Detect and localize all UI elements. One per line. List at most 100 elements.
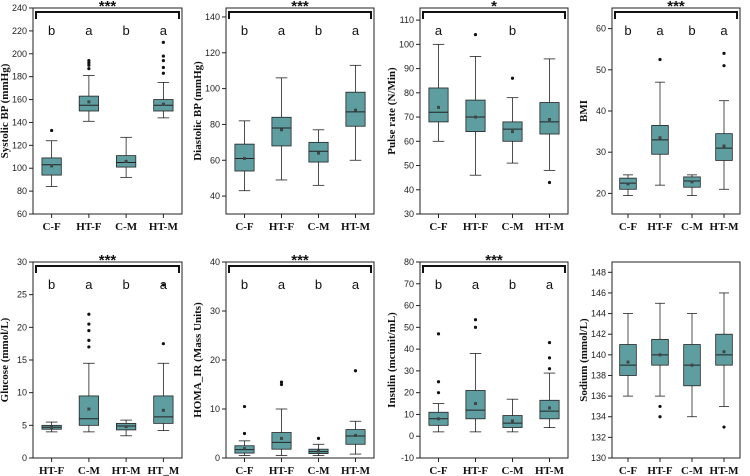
outlier-point xyxy=(436,391,441,395)
outlier-point xyxy=(87,312,91,316)
category-label: HT-F xyxy=(647,465,673,476)
y-tick-label: 100 xyxy=(205,84,220,94)
box-HT-F: a xyxy=(651,23,669,186)
y-tick-label: 40 xyxy=(404,185,414,195)
plot-frame xyxy=(611,261,741,459)
outlier-point xyxy=(87,59,91,63)
mean-marker xyxy=(548,406,551,410)
significance-bracket xyxy=(422,265,566,273)
y-tick-label: 144 xyxy=(591,309,606,319)
category-label: HT-M xyxy=(341,221,371,233)
y-tick-label: 0 xyxy=(22,453,27,463)
box-HT-F: a xyxy=(271,23,292,181)
mean-marker xyxy=(511,130,514,134)
outlier-point xyxy=(161,71,165,75)
significance-label: *** xyxy=(485,252,503,269)
category-label: C-M xyxy=(502,465,525,476)
y-tick-label: 10 xyxy=(210,404,220,414)
category-label: C-M xyxy=(78,465,101,476)
y-tick-label: 40 xyxy=(596,106,606,116)
panel-7: -10 0 10 20 30 40 50 60 70 80 Insulin (mcunit/mL) C… xyxy=(386,252,569,476)
y-tick-label: 148 xyxy=(591,267,606,277)
plot-frame xyxy=(419,7,569,215)
mean-marker xyxy=(87,100,91,104)
box-HT-F: a xyxy=(465,277,486,433)
box-body xyxy=(78,395,99,426)
y-tick-label: 0 xyxy=(215,453,220,463)
y-tick-label: 20 xyxy=(210,355,220,365)
group-letter: b xyxy=(688,23,695,38)
category-label: HT-F xyxy=(76,221,102,233)
mean-marker xyxy=(317,151,320,155)
y-tick-label: 20 xyxy=(17,322,27,332)
outlier-point xyxy=(473,325,478,329)
outlier-point xyxy=(547,340,552,345)
significance-label: *** xyxy=(99,0,117,15)
y-tick-label: 60 xyxy=(596,24,606,34)
group-letter: b xyxy=(315,23,322,38)
mean-marker xyxy=(50,164,54,168)
mean-marker xyxy=(124,425,128,429)
outlier-point xyxy=(87,67,91,71)
outlier-point xyxy=(87,63,91,67)
mean-marker xyxy=(161,408,165,412)
group-letter: a xyxy=(656,23,664,38)
category-label: HT-F xyxy=(647,221,673,233)
category-label: HT-M xyxy=(710,221,740,233)
group-letter: a xyxy=(160,23,168,38)
outlier-point xyxy=(161,54,165,58)
y-axis-label: Pulse rate (N/Min) xyxy=(386,67,398,155)
y-tick-label: 146 xyxy=(591,288,606,298)
box-body xyxy=(651,338,669,366)
group-letter: b xyxy=(241,277,248,292)
y-tick-label: 50 xyxy=(404,322,414,332)
outlier-point xyxy=(722,51,726,55)
box-C-F: b xyxy=(428,277,449,433)
mean-marker xyxy=(722,350,726,354)
outlier-point xyxy=(316,436,321,440)
y-tick-label: 60 xyxy=(210,155,220,165)
outlier-point xyxy=(87,338,91,342)
outlier-point xyxy=(547,356,552,360)
box-C-F: b xyxy=(619,23,637,196)
box-HT_M: a xyxy=(153,277,174,431)
category-label: C-M xyxy=(681,221,704,233)
mean-marker xyxy=(437,417,440,421)
y-tick-label: 30 xyxy=(404,209,414,219)
significance-bracket xyxy=(228,11,372,19)
mean-marker xyxy=(280,128,283,132)
y-tick-label: 15 xyxy=(17,355,27,365)
significance-bracket xyxy=(422,11,566,19)
panel-2: 40 60 80 100 120 140 Diastolic BP (mmHg) C-F HT-… xyxy=(192,0,375,233)
outlier-point xyxy=(722,64,726,68)
group-letter: b xyxy=(509,277,516,292)
box-HT-M xyxy=(715,292,733,429)
y-tick-label: 200 xyxy=(12,49,27,59)
outlier-point xyxy=(87,61,91,65)
mean-marker xyxy=(243,156,246,160)
y-tick-label: 140 xyxy=(12,117,27,127)
box-body xyxy=(271,432,292,450)
group-letter: b xyxy=(48,277,55,292)
panel-3: 30 40 50 60 70 80 90 100 110 Pulse rate (N/Min) C-… xyxy=(386,0,569,233)
category-label: C-F xyxy=(429,221,448,233)
y-tick-label: 100 xyxy=(399,39,414,49)
y-tick-label: 142 xyxy=(591,329,606,339)
y-axis-label: BMI xyxy=(578,100,590,122)
group-letter: a xyxy=(278,23,286,38)
group-letter: a xyxy=(278,277,286,292)
category-label: HT-F xyxy=(463,465,489,476)
box-HT-M: a xyxy=(345,23,366,161)
category-label: HT-F xyxy=(463,221,489,233)
box-HT-M: a xyxy=(345,277,366,455)
category-label: C-F xyxy=(42,221,61,233)
y-tick-label: 40 xyxy=(404,344,414,354)
mean-marker xyxy=(161,102,165,106)
y-tick-label: 50 xyxy=(596,65,606,75)
panel-1: 60 80 100 120 140 160 180 200 220 240 Systolic BP … xyxy=(0,0,183,233)
y-tick-label: 138 xyxy=(591,370,606,380)
mean-marker xyxy=(548,117,551,121)
category-label: C-M xyxy=(308,221,331,233)
outlier-point xyxy=(510,76,515,80)
